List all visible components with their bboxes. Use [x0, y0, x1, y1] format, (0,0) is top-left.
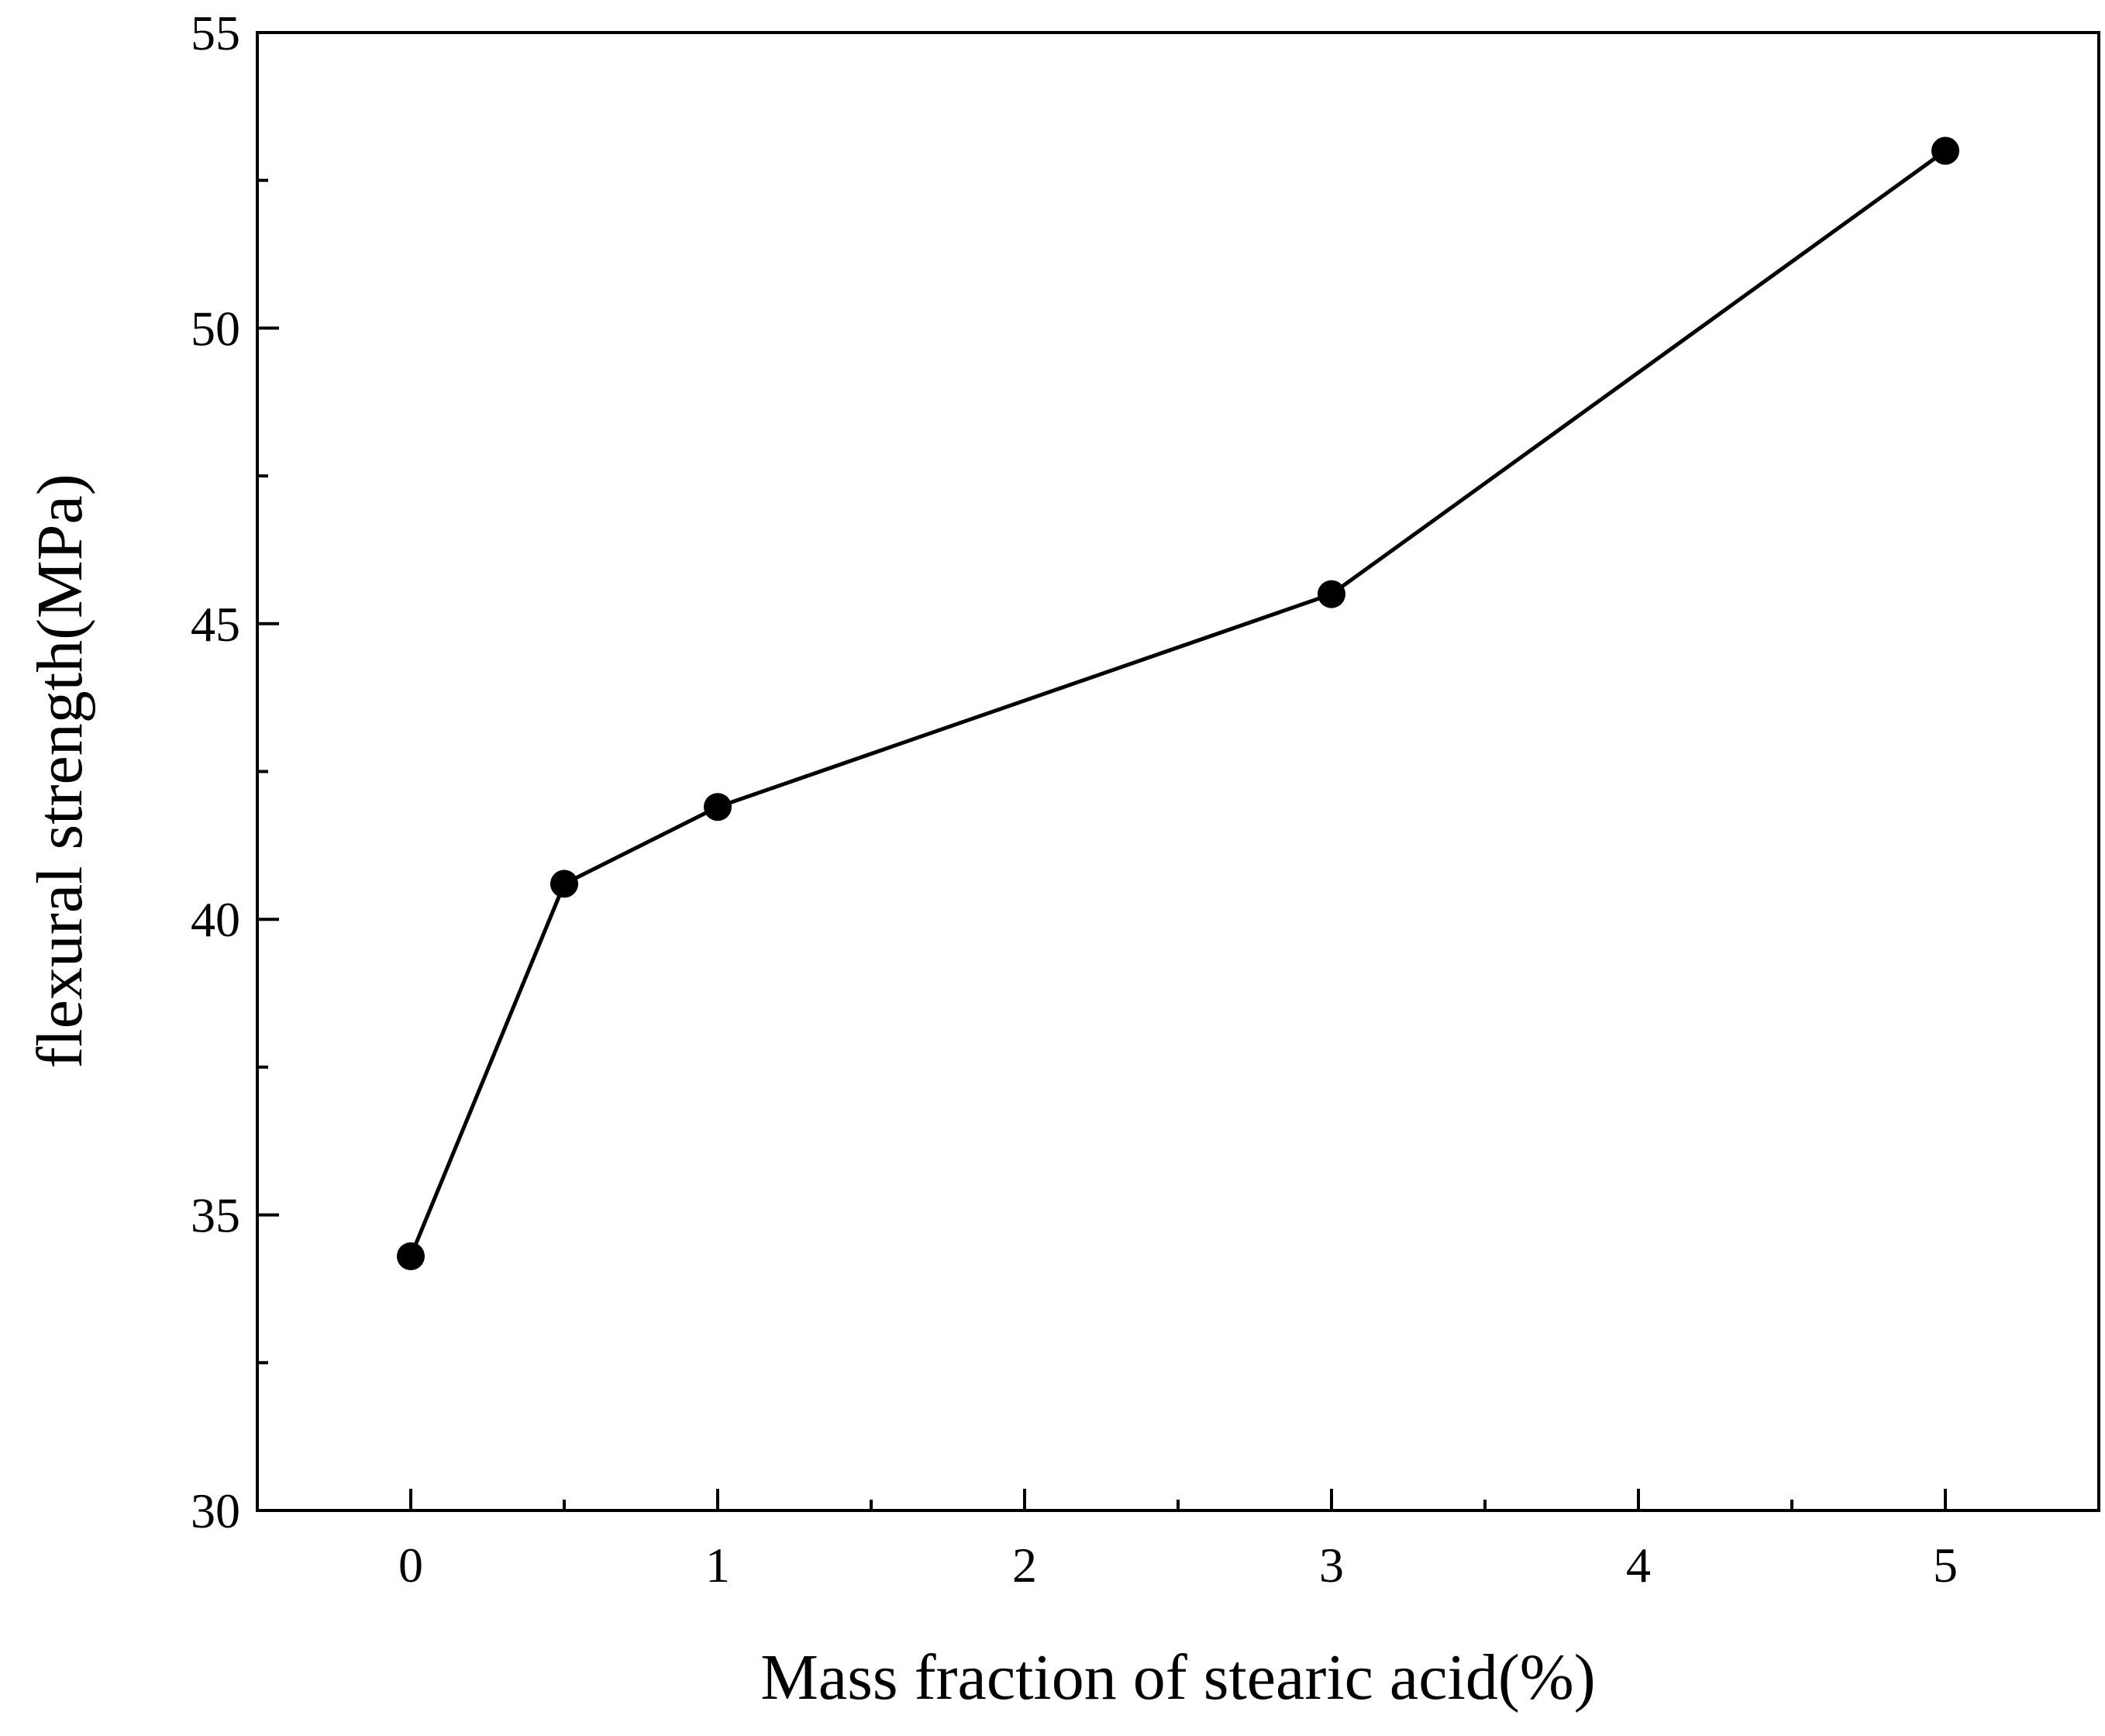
data-point — [550, 870, 578, 898]
y-tick-label: 40 — [191, 892, 240, 947]
series-line — [408, 149, 1947, 1257]
y-tick-label: 50 — [191, 301, 240, 356]
x-tick-label: 0 — [398, 1538, 423, 1593]
y-axis-tick-labels: 30 35 40 45 50 55 — [191, 5, 240, 1538]
data-point — [397, 1242, 425, 1270]
x-tick-label: 5 — [1933, 1538, 1958, 1593]
y-tick-label: 30 — [191, 1483, 240, 1538]
x-tick-label: 1 — [705, 1538, 730, 1593]
x-tick-label: 2 — [1012, 1538, 1037, 1593]
x-axis-ticks — [409, 1489, 1947, 1510]
y-tick-label: 55 — [191, 5, 240, 60]
x-tick-label: 3 — [1319, 1538, 1344, 1593]
x-axis-tick-labels: 0 1 2 3 4 5 — [398, 1538, 1958, 1593]
x-axis-label: Mass fraction of stearic acid(%) — [760, 1641, 1596, 1714]
data-point — [1318, 580, 1345, 608]
plot-frame — [256, 31, 2100, 1512]
y-tick-label: 45 — [191, 597, 240, 652]
data-point — [704, 793, 732, 822]
y-axis-label: flexural strength(MPa) — [24, 474, 96, 1068]
y-tick-label: 35 — [191, 1188, 240, 1243]
y-axis-ticks — [257, 31, 279, 1512]
x-tick-label: 4 — [1626, 1538, 1651, 1593]
data-point — [1931, 136, 1959, 165]
series-layer — [397, 136, 1959, 1270]
